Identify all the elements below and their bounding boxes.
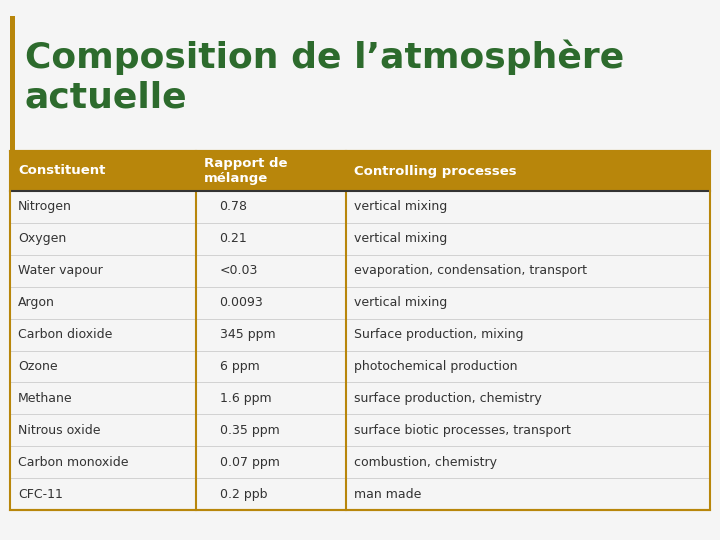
Text: vertical mixing: vertical mixing	[354, 200, 447, 213]
Text: surface biotic processes, transport: surface biotic processes, transport	[354, 424, 571, 437]
Text: 6 ppm: 6 ppm	[220, 360, 259, 373]
Text: surface production, chemistry: surface production, chemistry	[354, 392, 541, 405]
Text: Controlling processes: Controlling processes	[354, 165, 517, 178]
Text: 0.0093: 0.0093	[220, 296, 264, 309]
Text: Water vapour: Water vapour	[18, 264, 103, 277]
Text: 0.35 ppm: 0.35 ppm	[220, 424, 279, 437]
Bar	[10, 16, 15, 151]
Text: Nitrous oxide: Nitrous oxide	[18, 424, 101, 437]
Text: photochemical production: photochemical production	[354, 360, 518, 373]
Text: 0.21: 0.21	[220, 232, 247, 245]
Text: Composition de l’atmosphère: Composition de l’atmosphère	[25, 40, 624, 75]
Text: vertical mixing: vertical mixing	[354, 232, 447, 245]
Text: Argon: Argon	[18, 296, 55, 309]
Text: Rapport de
mélange: Rapport de mélange	[204, 157, 287, 185]
Text: 0.2 ppb: 0.2 ppb	[220, 488, 267, 501]
Text: Nitrogen: Nitrogen	[18, 200, 72, 213]
Text: Ozone: Ozone	[18, 360, 58, 373]
Text: Carbon dioxide: Carbon dioxide	[18, 328, 112, 341]
Text: <0.03: <0.03	[220, 264, 258, 277]
Text: actuelle: actuelle	[25, 80, 188, 114]
Text: Carbon monoxide: Carbon monoxide	[18, 456, 128, 469]
Bar	[10, 151, 710, 191]
Bar	[10, 151, 710, 510]
Text: Constituent: Constituent	[18, 165, 105, 178]
Text: 1.6 ppm: 1.6 ppm	[220, 392, 271, 405]
Text: Surface production, mixing: Surface production, mixing	[354, 328, 523, 341]
Text: vertical mixing: vertical mixing	[354, 296, 447, 309]
Text: evaporation, condensation, transport: evaporation, condensation, transport	[354, 264, 587, 277]
Text: 0.78: 0.78	[220, 200, 248, 213]
Text: Methane: Methane	[18, 392, 73, 405]
Text: 345 ppm: 345 ppm	[220, 328, 275, 341]
Text: Oxygen: Oxygen	[18, 232, 66, 245]
Text: CFC-11: CFC-11	[18, 488, 63, 501]
Text: 0.07 ppm: 0.07 ppm	[220, 456, 279, 469]
Text: combustion, chemistry: combustion, chemistry	[354, 456, 497, 469]
Text: man made: man made	[354, 488, 421, 501]
